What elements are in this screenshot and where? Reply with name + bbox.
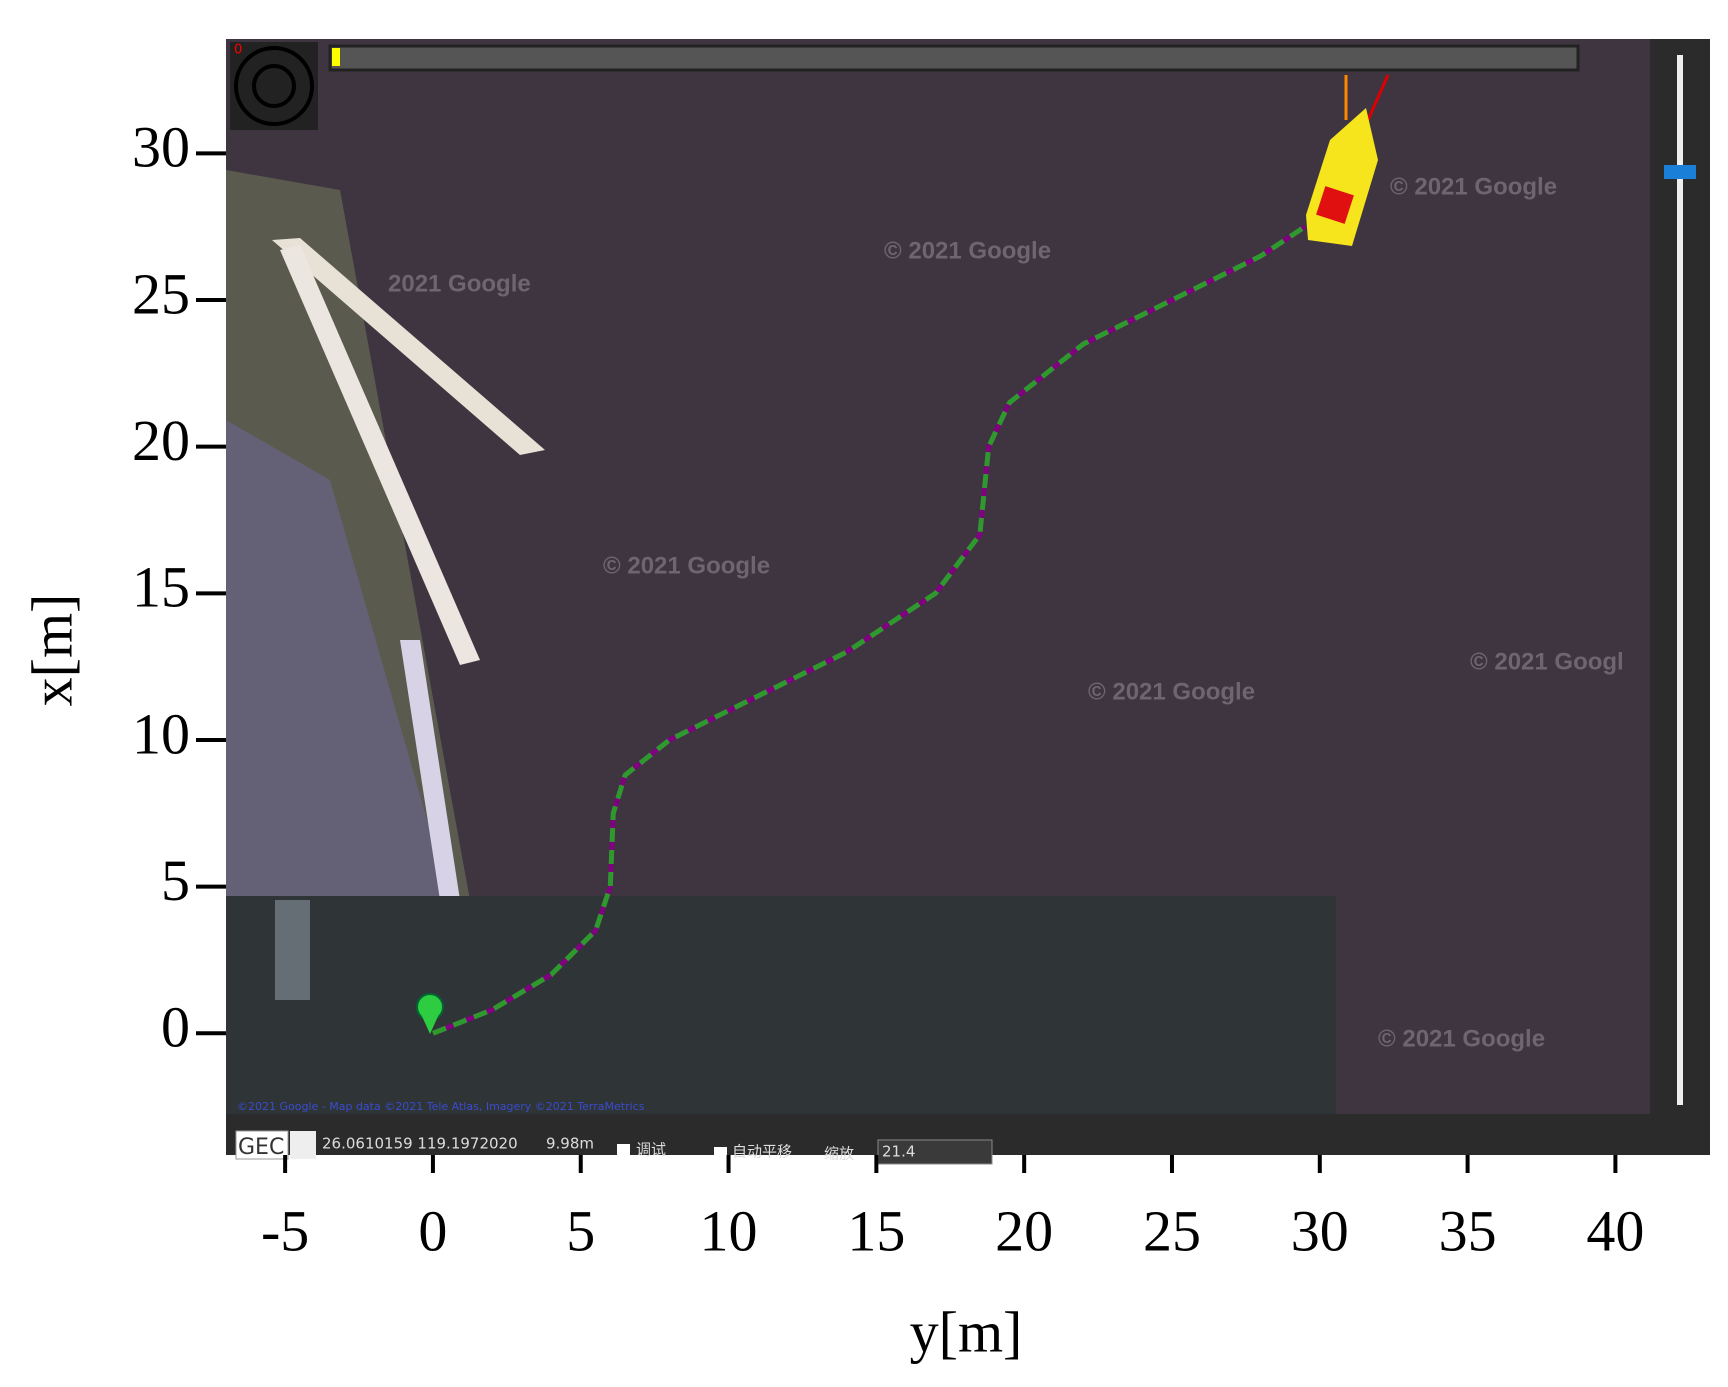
zoom-input[interactable] [877, 1139, 993, 1165]
toolbar: GEC 26.0610159 119.1972020 9.98m 调试 自动平移… [226, 1114, 1710, 1165]
checkbox[interactable] [714, 1147, 727, 1160]
home-marker [416, 993, 444, 1034]
checkbox[interactable] [617, 1144, 630, 1157]
pier [400, 640, 460, 900]
mode-text: GEC [238, 1135, 284, 1160]
y-tick-label: 5 [161, 848, 190, 913]
zoom-label: 缩放 [824, 1145, 854, 1163]
x-tick-label: 20 [995, 1198, 1053, 1263]
debug-label: 调试 [636, 1141, 666, 1159]
x-axis-label: y[m] [910, 1299, 1023, 1364]
watermark: © 2021 Google [1088, 678, 1255, 705]
y-tick-label: 30 [132, 115, 190, 180]
compass-ring [234, 46, 314, 126]
y-tick-label: 20 [132, 408, 190, 473]
pier [272, 238, 545, 455]
mode-dropdown[interactable] [290, 1131, 316, 1159]
slider-thumb[interactable] [1664, 165, 1696, 179]
boat [1306, 74, 1390, 246]
autopan-label: 自动平移 [732, 1143, 792, 1161]
trajectory [432, 224, 1307, 1036]
x-tick-label: 30 [1291, 1198, 1349, 1263]
mode-select[interactable] [235, 1130, 289, 1160]
compass [230, 42, 318, 130]
x-tick-label: 0 [418, 1198, 447, 1263]
y-tick-label: 10 [132, 701, 190, 766]
y-tick-label: 0 [161, 995, 190, 1060]
watermark: © 2021 Google [1390, 173, 1557, 200]
x-tick-label: 40 [1586, 1198, 1644, 1263]
progress-fill [332, 48, 340, 66]
watermark: © 2021 Googl [1470, 648, 1624, 675]
watermark: © 2021 Google [1378, 1025, 1545, 1052]
map: 0 © 2021 Google © 2021 Google 2021 Googl… [226, 39, 1710, 1114]
pier [280, 245, 480, 665]
heading-line [1366, 74, 1390, 121]
counter: 0 [234, 43, 242, 58]
attribution: ©2021 Google - Map data ©2021 Tele Atlas… [237, 1100, 645, 1113]
progress-bar [328, 44, 1580, 72]
y-tick-label: 15 [132, 555, 190, 620]
boat-cabin [1316, 186, 1354, 224]
compass-ring [252, 64, 296, 108]
zoom-value: 21.4 [882, 1143, 915, 1161]
x-tick-label: -5 [261, 1198, 309, 1263]
x-tick-label: 5 [566, 1198, 595, 1263]
x-tick-label: 35 [1439, 1198, 1497, 1263]
x-tick-label: 25 [1143, 1198, 1201, 1263]
watermark: © 2021 Google [884, 237, 1051, 264]
coords: 26.0610159 119.1972020 [322, 1135, 518, 1153]
x-tick-label: 15 [847, 1198, 905, 1263]
slider-track [1677, 55, 1683, 1105]
shore-water [226, 420, 450, 900]
pier [275, 900, 310, 1000]
scale: 9.98m [546, 1135, 594, 1153]
watermark: 2021 Google [388, 270, 531, 297]
y-axis-label: x[m] [19, 594, 84, 707]
x-tick-label: 10 [700, 1198, 758, 1263]
map-tile [226, 896, 1336, 1114]
watermark: © 2021 Google [603, 552, 770, 579]
y-tick-label: 25 [132, 261, 190, 326]
